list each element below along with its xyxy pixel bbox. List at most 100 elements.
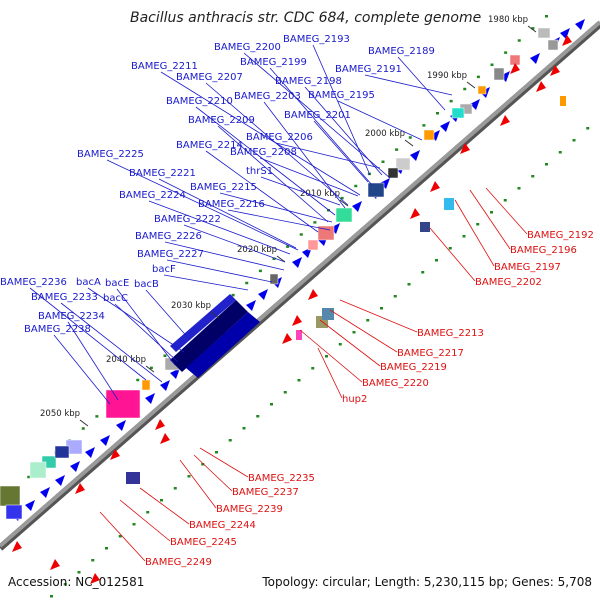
inner-tick-mark — [586, 127, 590, 130]
forward-gene-arrow — [500, 71, 510, 82]
inner-tick-mark — [393, 295, 397, 298]
forward-leader-line — [195, 106, 336, 216]
forward-gene-arrow — [246, 300, 256, 311]
gene-block — [317, 225, 335, 241]
bac-operon-block — [186, 312, 260, 378]
gene-label-thrs1: thrS1 — [246, 166, 273, 177]
forward-gene-arrow — [560, 28, 570, 39]
forward-leader-line — [260, 176, 341, 206]
forward-gene-arrow — [380, 178, 390, 189]
inner-tick-mark — [572, 139, 576, 142]
reverse-gene-block — [296, 330, 302, 340]
forward-leader-line — [106, 159, 299, 251]
gene-label-bameg-2216: BAMEG_2216 — [198, 199, 265, 210]
gene-block — [29, 461, 47, 479]
gene-block — [0, 485, 21, 507]
forward-leader-line — [313, 120, 369, 183]
reverse-gene-arrow — [550, 65, 560, 76]
forward-leader-line — [114, 303, 179, 363]
outer-tick-mark — [81, 427, 85, 430]
gene-label-bameg-2200: BAMEG_2200 — [214, 42, 281, 53]
gene-label-bameg-2199: BAMEG_2199 — [240, 57, 307, 68]
kbp-scale-label: 1990 kbp — [427, 71, 467, 81]
outer-tick-mark — [95, 415, 99, 418]
forward-gene-arrow — [352, 201, 362, 212]
gene-label-bameg-2221: BAMEG_2221 — [129, 168, 196, 179]
forward-leader-line — [53, 334, 111, 405]
gene-block — [367, 182, 385, 198]
reverse-leader-line — [317, 347, 343, 399]
gene-block — [547, 39, 559, 51]
outer-tick-mark — [381, 160, 385, 163]
forward-gene-arrow — [292, 257, 302, 268]
reverse-leader-line — [319, 319, 381, 367]
inner-tick-mark — [366, 319, 370, 322]
forward-leader-line — [259, 157, 359, 197]
gene-block — [395, 157, 411, 171]
forward-gene-arrow — [470, 99, 480, 110]
forward-leader-line — [304, 86, 383, 176]
gene-label-bameg-2234: BAMEG_2234 — [38, 311, 105, 322]
forward-gene-arrow — [25, 500, 35, 511]
gene-block — [335, 207, 353, 223]
outer-tick-mark — [136, 378, 140, 382]
gene-label-bameg-2211: BAMEG_2211 — [131, 61, 198, 72]
outer-tick-mark — [436, 112, 439, 115]
inner-tick-mark — [215, 451, 218, 454]
forward-leader-line — [217, 125, 329, 223]
kbp-scale-label: 2020 kbp — [237, 245, 277, 255]
forward-leader-line — [183, 224, 286, 263]
forward-leader-line — [163, 274, 249, 291]
gene-label-bameg-2245: BAMEG_2245 — [170, 537, 237, 548]
gene-label-bameg-2239: BAMEG_2239 — [216, 504, 283, 515]
outer-tick-mark — [476, 75, 480, 79]
inner-tick-mark — [50, 595, 53, 598]
forward-leader-line — [263, 101, 346, 209]
gene-label-bameg-2236: BAMEG_2236 — [0, 277, 67, 288]
outer-tick-mark — [286, 245, 290, 248]
gene-label-bameg-2202: BAMEG_2202 — [475, 277, 542, 288]
gene-block — [493, 67, 505, 81]
gene-block — [451, 107, 465, 119]
forward-leader-line — [275, 142, 381, 169]
inner-tick-mark — [407, 283, 411, 286]
gene-label-bameg-2225: BAMEG_2225 — [77, 149, 144, 160]
forward-gene-arrow — [258, 289, 268, 300]
kbp-tick — [466, 81, 476, 89]
gene-label-bameg-2227: BAMEG_2227 — [137, 249, 204, 260]
reverse-leader-line — [454, 199, 495, 267]
kbp-tick — [404, 139, 414, 147]
inner-tick-mark — [448, 247, 452, 250]
reverse-gene-block — [560, 96, 566, 106]
forward-gene-arrow — [330, 223, 340, 234]
map-title: Bacillus anthracis str. CDC 684, complet… — [130, 10, 482, 26]
gene-label-bameg-2193: BAMEG_2193 — [283, 34, 350, 45]
gene-label-bameg-2222: BAMEG_2222 — [154, 214, 221, 225]
gene-label-bameg-2249: BAMEG_2249 — [145, 557, 212, 568]
gene-label-bameg-2207: BAMEG_2207 — [176, 72, 243, 83]
gene-label-bameg-2189: BAMEG_2189 — [368, 46, 435, 57]
gene-block — [105, 389, 141, 419]
gene-label-bameg-2196: BAMEG_2196 — [510, 245, 577, 256]
forward-leader-line — [87, 287, 185, 353]
outer-tick-mark — [449, 99, 453, 103]
reverse-gene-arrow — [500, 115, 510, 126]
inner-tick-mark — [338, 343, 342, 346]
gene-label-baca: bacA — [76, 277, 101, 288]
gene-label-bameg-2201: BAMEG_2201 — [284, 110, 351, 121]
reverse-gene-arrow — [510, 63, 520, 74]
inner-tick-mark — [201, 463, 205, 466]
reverse-leader-line — [485, 187, 528, 235]
inner-tick-mark — [160, 499, 163, 502]
kbp-tick — [276, 255, 286, 263]
kbp-tick — [339, 199, 349, 207]
gene-block — [537, 27, 551, 39]
accession-text: Accession: NC_012581 — [8, 575, 145, 589]
gene-label-bameg-2198: BAMEG_2198 — [275, 76, 342, 87]
gene-label-bameg-2233: BAMEG_2233 — [31, 292, 98, 303]
topology-text: Topology: circular; Length: 5,230,115 bp… — [262, 575, 592, 589]
reverse-gene-arrow — [430, 181, 440, 192]
inner-tick-mark — [380, 307, 383, 310]
inner-tick-mark — [545, 163, 548, 166]
